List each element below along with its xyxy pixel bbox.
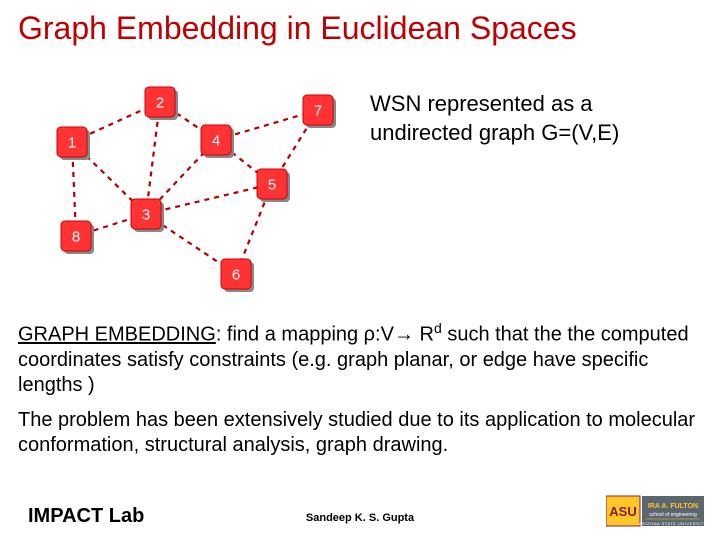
context-text: The problem has been extensively studied…	[18, 408, 702, 458]
slide-title: Graph Embedding in Euclidean Spaces	[18, 10, 577, 47]
asu-fulton-logo-icon: ASU IRA A. FULTON school of engineering …	[606, 494, 706, 528]
svg-text:5: 5	[268, 176, 276, 193]
svg-text:6: 6	[232, 266, 240, 283]
graph-description: WSN represented as a undirected graph G=…	[370, 90, 700, 147]
footer: IMPACT Lab Sandeep K. S. Gupta ASU IRA A…	[0, 498, 720, 528]
definition-lead: GRAPH EMBEDDING	[18, 324, 216, 346]
svg-text:ASU: ASU	[609, 504, 636, 519]
svg-text:school of engineering: school of engineering	[649, 512, 697, 518]
graph-diagram: 1 2 3 4 5 6 7 8	[40, 80, 340, 300]
svg-text:2: 2	[156, 94, 164, 111]
svg-text:4: 4	[212, 132, 220, 149]
svg-text:ARIZONA STATE UNIVERSITY: ARIZONA STATE UNIVERSITY	[639, 521, 706, 526]
svg-text:8: 8	[72, 228, 80, 245]
svg-text:IRA A. FULTON: IRA A. FULTON	[648, 503, 698, 510]
definition-text: GRAPH EMBEDDING: find a mapping ρ:V→ Rd …	[18, 320, 702, 398]
svg-text:7: 7	[314, 102, 322, 119]
svg-text:1: 1	[68, 134, 76, 151]
svg-text:3: 3	[142, 206, 150, 223]
